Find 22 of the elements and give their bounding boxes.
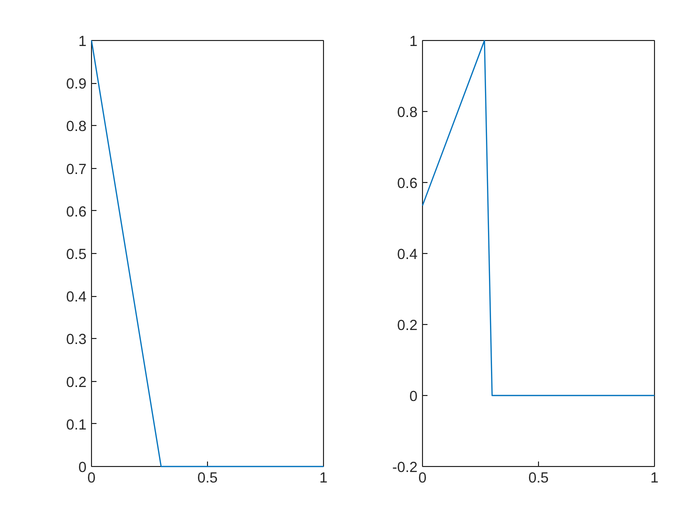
- y-tick-label: 0.8: [66, 119, 86, 136]
- y-tick-label: 1: [78, 34, 87, 50]
- y-tick-label: 0.6: [397, 176, 418, 192]
- x-tick-label: 0.5: [197, 470, 218, 486]
- y-tick-label: 0: [78, 460, 87, 476]
- y-tick-label: -0.2: [392, 460, 418, 476]
- y-tick-label: 0.4: [397, 247, 418, 263]
- y-tick-label: 0.8: [397, 105, 418, 121]
- y-tick-label: 1: [409, 34, 418, 50]
- y-tick-label: 0.4: [66, 290, 86, 306]
- x-tick-label: 1: [319, 470, 328, 486]
- y-tick-label: 0.1: [66, 417, 86, 434]
- y-tick-label: 0: [409, 389, 418, 405]
- y-tick-label: 0.5: [66, 247, 86, 263]
- x-tick-label: 0.5: [528, 470, 549, 486]
- y-tick-label: 0.6: [66, 204, 86, 220]
- y-tick-label: 0.2: [397, 318, 418, 334]
- y-tick-label: 0.9: [66, 76, 86, 93]
- y-tick-label: 0.3: [66, 332, 86, 348]
- x-tick-label: 1: [650, 470, 659, 486]
- y-tick-label: 0.7: [66, 162, 86, 178]
- y-tick-label: 0.2: [66, 374, 86, 391]
